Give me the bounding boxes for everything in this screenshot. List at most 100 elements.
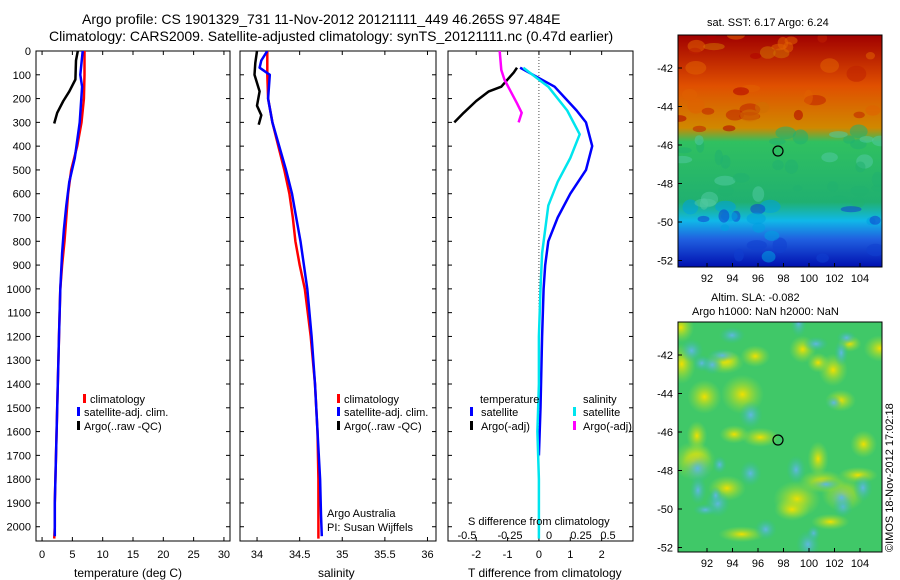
sla-map: Altim. SLA: -0.082 Argo h1000: NaN h2000… <box>657 292 883 570</box>
legend-swatch-satellite <box>77 407 80 416</box>
texture-patch <box>732 172 750 183</box>
legend-swatch-sal-argo <box>573 421 576 430</box>
legend-label-argo: Argo(..raw -QC) <box>84 421 162 433</box>
map-y-tick-label: -50 <box>657 504 673 516</box>
texture-patch <box>715 200 736 213</box>
difference-panel: -2 -1 0 1 2 T difference from climatology -0.5… <box>447 50 634 580</box>
texture-patch <box>714 149 723 166</box>
texture-patch <box>774 497 810 521</box>
series-line-argo-raw-qc- <box>52 51 80 124</box>
x-tick-label: -2 <box>471 549 481 561</box>
map-x-tick-label: 98 <box>777 558 789 570</box>
texture-patch <box>828 485 855 510</box>
map-x-tick-label: 96 <box>752 273 764 285</box>
texture-patch <box>865 52 876 60</box>
texture-patch <box>783 41 794 53</box>
texture-patch <box>853 473 873 502</box>
texture-patch <box>817 35 828 43</box>
texture-patch <box>843 135 855 144</box>
x2-tick-label: -0.25 <box>497 530 522 542</box>
map-x-tick-label: 102 <box>825 558 843 570</box>
texture-patch <box>871 171 882 188</box>
texture-patch <box>836 330 857 345</box>
texture-patch <box>739 460 762 487</box>
texture-patch <box>752 186 765 202</box>
map-y-tick-label: -46 <box>657 140 673 152</box>
plot-frame <box>35 50 231 542</box>
map-y-tick-label: -44 <box>657 389 673 401</box>
x2-tick-label: 0.25 <box>570 530 591 542</box>
sst-map-title: sat. SST: 6.17 Argo: 6.24 <box>707 17 829 29</box>
texture-patch <box>863 335 882 362</box>
texture-patch <box>694 135 704 146</box>
y-tick-label: 300 <box>13 117 31 129</box>
texture-patch <box>740 109 760 122</box>
imos-timestamp: ©IMOS 18-Nov-2012 17:02:18 <box>884 403 896 552</box>
texture-patch <box>853 111 865 119</box>
x-tick-label: 15 <box>127 549 139 561</box>
difference-legend: temperature satellite Argo(-adj) salinit… <box>468 394 632 528</box>
map-x-tick-label: 94 <box>726 558 738 570</box>
map-x-tick-label: 94 <box>726 273 738 285</box>
texture-patch <box>749 53 762 59</box>
y-tick-label: 800 <box>13 236 31 248</box>
y-tick-label: 1300 <box>7 355 31 367</box>
map-y-tick-label: -48 <box>657 466 673 478</box>
texture-patch <box>790 322 807 338</box>
texture-patch <box>718 209 730 223</box>
y-tick-label: 1000 <box>7 284 31 296</box>
texture-patch <box>719 425 749 444</box>
texture-patch <box>820 58 839 73</box>
texture-patch <box>759 46 776 59</box>
legend-label-temp-argo: Argo(-adj) <box>481 421 530 433</box>
x-tick-label: 34.5 <box>289 549 310 561</box>
x-tick-label: 1 <box>567 549 573 561</box>
legend-label-satellite: satellite-adj. clim. <box>344 407 428 419</box>
texture-patch <box>772 159 784 171</box>
texture-patch <box>859 136 874 143</box>
texture-patch <box>681 89 698 101</box>
y-tick-label: 200 <box>13 94 31 106</box>
x-tick-label: -1 <box>503 549 513 561</box>
salinity-panel: 34 34.5 35 35.5 36 salinity <box>239 50 437 580</box>
figure-title-line1: Argo profile: CS 1901329_731 11-Nov-2012… <box>82 11 561 27</box>
texture-patch <box>807 441 829 477</box>
texture-patch <box>725 109 745 121</box>
texture-patch <box>793 109 804 121</box>
legend-label-satellite: satellite-adj. clim. <box>84 407 168 419</box>
texture-patch <box>775 126 796 140</box>
texture-patch <box>850 185 869 197</box>
x-tick-label: 30 <box>218 549 230 561</box>
y-tick-label: 900 <box>13 260 31 272</box>
texture-patch <box>803 89 813 105</box>
texture-patch <box>701 355 723 375</box>
map-x-tick-label: 104 <box>851 558 869 570</box>
series-line-satellite-adj-clim- <box>53 51 84 537</box>
texture-patch <box>803 336 829 352</box>
texture-patch <box>685 61 707 75</box>
y-tick-label: 1800 <box>7 474 31 486</box>
texture-patch <box>866 243 882 257</box>
map-y-tick-label: -50 <box>657 217 673 229</box>
texture-patch <box>746 212 766 225</box>
series-line-temperature-satellite <box>519 66 594 456</box>
y-tick-label: 1400 <box>7 379 31 391</box>
x2-tick-label: 0.5 <box>600 530 615 542</box>
texture-patch <box>825 395 843 410</box>
map-x-tick-label: 96 <box>752 558 764 570</box>
map-x-tick-label: 100 <box>800 273 818 285</box>
texture-patch <box>840 206 862 213</box>
texture-patch <box>829 131 848 138</box>
texture-patch <box>678 147 692 154</box>
texture-patch <box>850 430 878 459</box>
map-x-tick-label: 100 <box>800 558 818 570</box>
legend-swatch-argo <box>337 421 340 430</box>
legend-swatch-satellite <box>337 407 340 416</box>
legend-swatch-sal-satellite <box>573 407 576 416</box>
y-tick-label: 1100 <box>7 308 31 320</box>
texture-patch <box>687 98 705 114</box>
y-tick-label: 1600 <box>7 427 31 439</box>
legend-title-salinity: salinity <box>583 394 617 406</box>
x-tick-label: 35 <box>336 549 348 561</box>
legend-swatch-climatology <box>337 394 340 403</box>
